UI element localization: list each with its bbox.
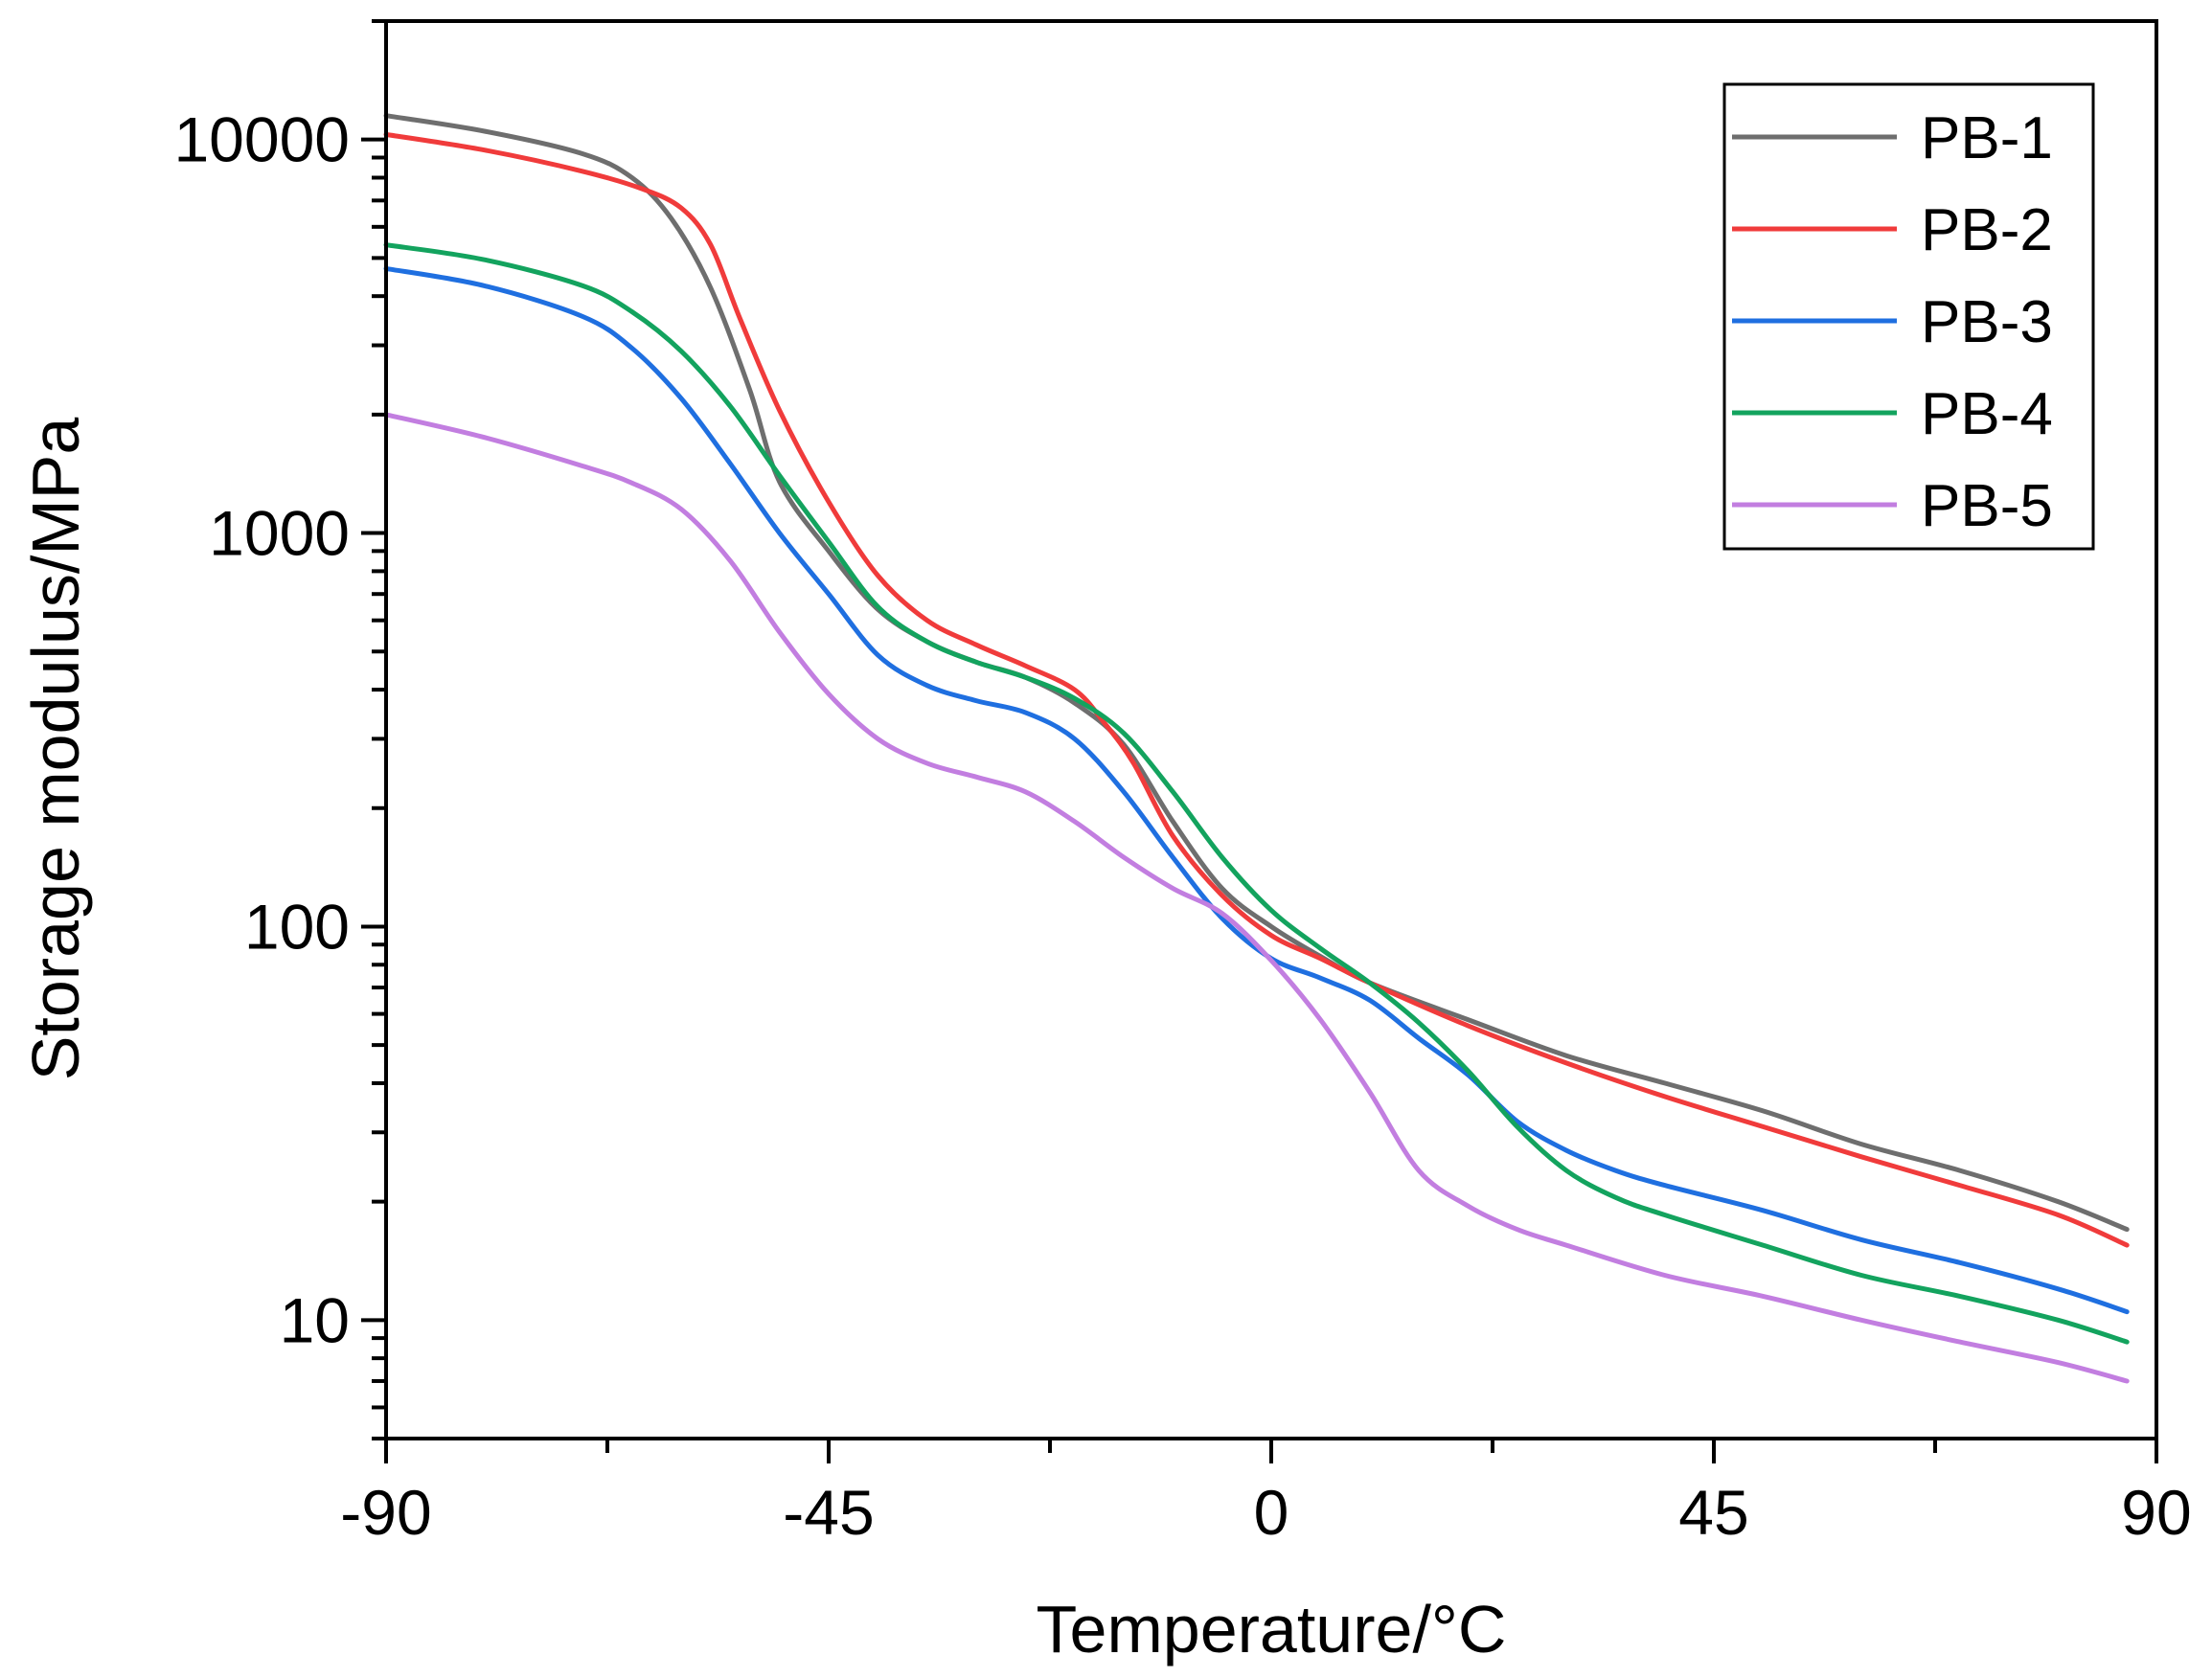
series-line-pb-4: [383, 242, 2130, 1345]
series-line-pb-2: [383, 131, 2130, 1248]
legend-label: PB-5: [1921, 473, 2053, 539]
series-line-pb-5: [383, 412, 2130, 1384]
x-tick-label: -90: [340, 1477, 431, 1548]
y-tick-label: 100: [244, 891, 350, 962]
y-tick-label: 1000: [209, 498, 350, 569]
legend-box: [1722, 82, 2095, 551]
x-tick-label: 0: [1254, 1477, 1289, 1548]
series-layer: [383, 113, 2130, 1384]
y-tick-label: 10000: [173, 104, 350, 175]
y-tick-label: 10: [280, 1284, 350, 1355]
y-axis-title: Storage modulus/MPa: [18, 418, 93, 1081]
legend: PB-1 PB-2 PB-3 PB-4 PB-5: [1722, 82, 2095, 551]
series-line-pb-3: [383, 265, 2130, 1315]
legend-label: PB-4: [1921, 381, 2053, 447]
legend-label: PB-2: [1921, 197, 2053, 263]
legend-label: PB-1: [1921, 105, 2053, 171]
legend-label: PB-3: [1921, 289, 2053, 355]
plot-frame: [384, 19, 2158, 1440]
x-tick-label: -45: [783, 1477, 874, 1548]
x-tick-label: 45: [1678, 1477, 1748, 1548]
x-axis-title: Temperature/°C: [1037, 1592, 1507, 1667]
x-tick-label: 90: [2121, 1477, 2191, 1548]
axis-layer: -90 -45 0 45 90 10 100 1000 10000: [173, 19, 2192, 1548]
